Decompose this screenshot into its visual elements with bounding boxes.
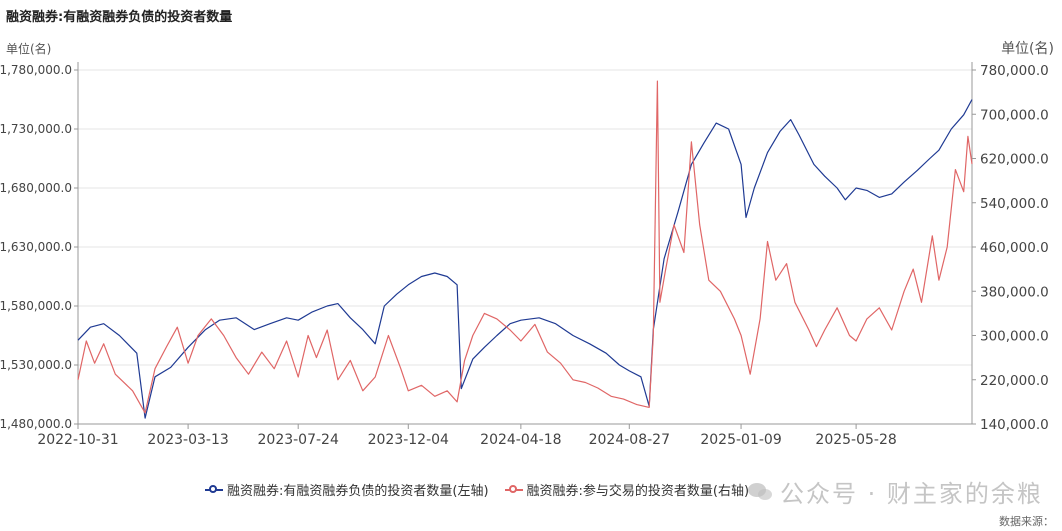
series-lines bbox=[77, 80, 973, 419]
data-source: 数据来源： bbox=[999, 515, 1054, 528]
left-axis-tick-label: 1,780,000.0 bbox=[0, 63, 72, 77]
right-series-line bbox=[77, 80, 973, 414]
left-axis-tick-label: 1,580,000.0 bbox=[0, 299, 72, 313]
watermark: 公众号 · 财主家的余粮 bbox=[748, 474, 1043, 509]
x-axis-tick-label: 2023-03-13 bbox=[147, 432, 228, 448]
x-axis-tick-label: 2023-07-24 bbox=[258, 432, 339, 448]
left-axis-tick-label: 1,730,000.0 bbox=[0, 122, 72, 136]
legend-label-left-series: 融资融券:有融资融券负债的投资者数量(左轴) bbox=[227, 484, 489, 499]
x-axis-tick-label: 2024-04-18 bbox=[480, 432, 561, 448]
x-axis-tick-label: 2024-08-27 bbox=[589, 432, 670, 448]
legend[interactable]: 融资融券:有融资融券负债的投资者数量(左轴) 融资融券:参与交易的投资者数量(右… bbox=[205, 480, 749, 499]
x-axis-tick-label: 2023-12-04 bbox=[368, 432, 449, 448]
right-axis-tick-label: 460,000.0 bbox=[980, 240, 1049, 256]
right-axis-tick-label: 220,000.0 bbox=[980, 373, 1049, 389]
legend-item-right-series[interactable]: 融资融券:参与交易的投资者数量(右轴) bbox=[504, 480, 750, 499]
axes bbox=[74, 62, 976, 429]
right-series-marker-icon bbox=[504, 484, 523, 495]
right-axis-tick-label: 540,000.0 bbox=[980, 196, 1049, 212]
x-axis-tick-label: 2025-01-09 bbox=[700, 432, 781, 448]
right-axis-tick-label: 620,000.0 bbox=[980, 152, 1049, 168]
left-axis-tick-label: 1,480,000.0 bbox=[0, 417, 72, 431]
x-axis-tick-label: 2022-10-31 bbox=[37, 432, 118, 448]
left-axis-tick-label: 1,530,000.0 bbox=[0, 358, 72, 372]
x-axis-tick-label: 2025-05-28 bbox=[815, 432, 896, 448]
right-axis-tick-label: 700,000.0 bbox=[980, 107, 1049, 123]
left-series-marker-icon bbox=[205, 484, 223, 495]
watermark-text: 公众号 · 财主家的余粮 bbox=[780, 480, 1043, 508]
right-axis-unit: 单位(名) bbox=[1001, 41, 1054, 57]
grid-lines bbox=[78, 69, 972, 425]
left-axis-tick-label: 1,680,000.0 bbox=[0, 181, 72, 195]
tick-labels: 1,480,000.0 1,530,000.0 1,580,000.0 1,630,0… bbox=[0, 63, 1049, 448]
right-axis-tick-label: 140,000.0 bbox=[980, 417, 1049, 433]
legend-label-right-series: 融资融券:参与交易的投资者数量(右轴) bbox=[526, 484, 750, 499]
left-axis-unit: 单位(名) bbox=[6, 42, 52, 56]
left-axis-tick-label: 1,630,000.0 bbox=[0, 240, 72, 254]
right-axis-tick-label: 380,000.0 bbox=[980, 284, 1049, 300]
chart-title: 融资融券:有融资融券负债的投资者数量 bbox=[6, 10, 233, 25]
right-axis-tick-label: 780,000.0 bbox=[980, 63, 1049, 79]
legend-item-left-series[interactable]: 融资融券:有融资融券负债的投资者数量(左轴) bbox=[205, 480, 489, 499]
left-series-line bbox=[77, 99, 973, 419]
wechat-icon bbox=[748, 481, 774, 503]
right-axis-tick-label: 300,000.0 bbox=[980, 329, 1049, 345]
